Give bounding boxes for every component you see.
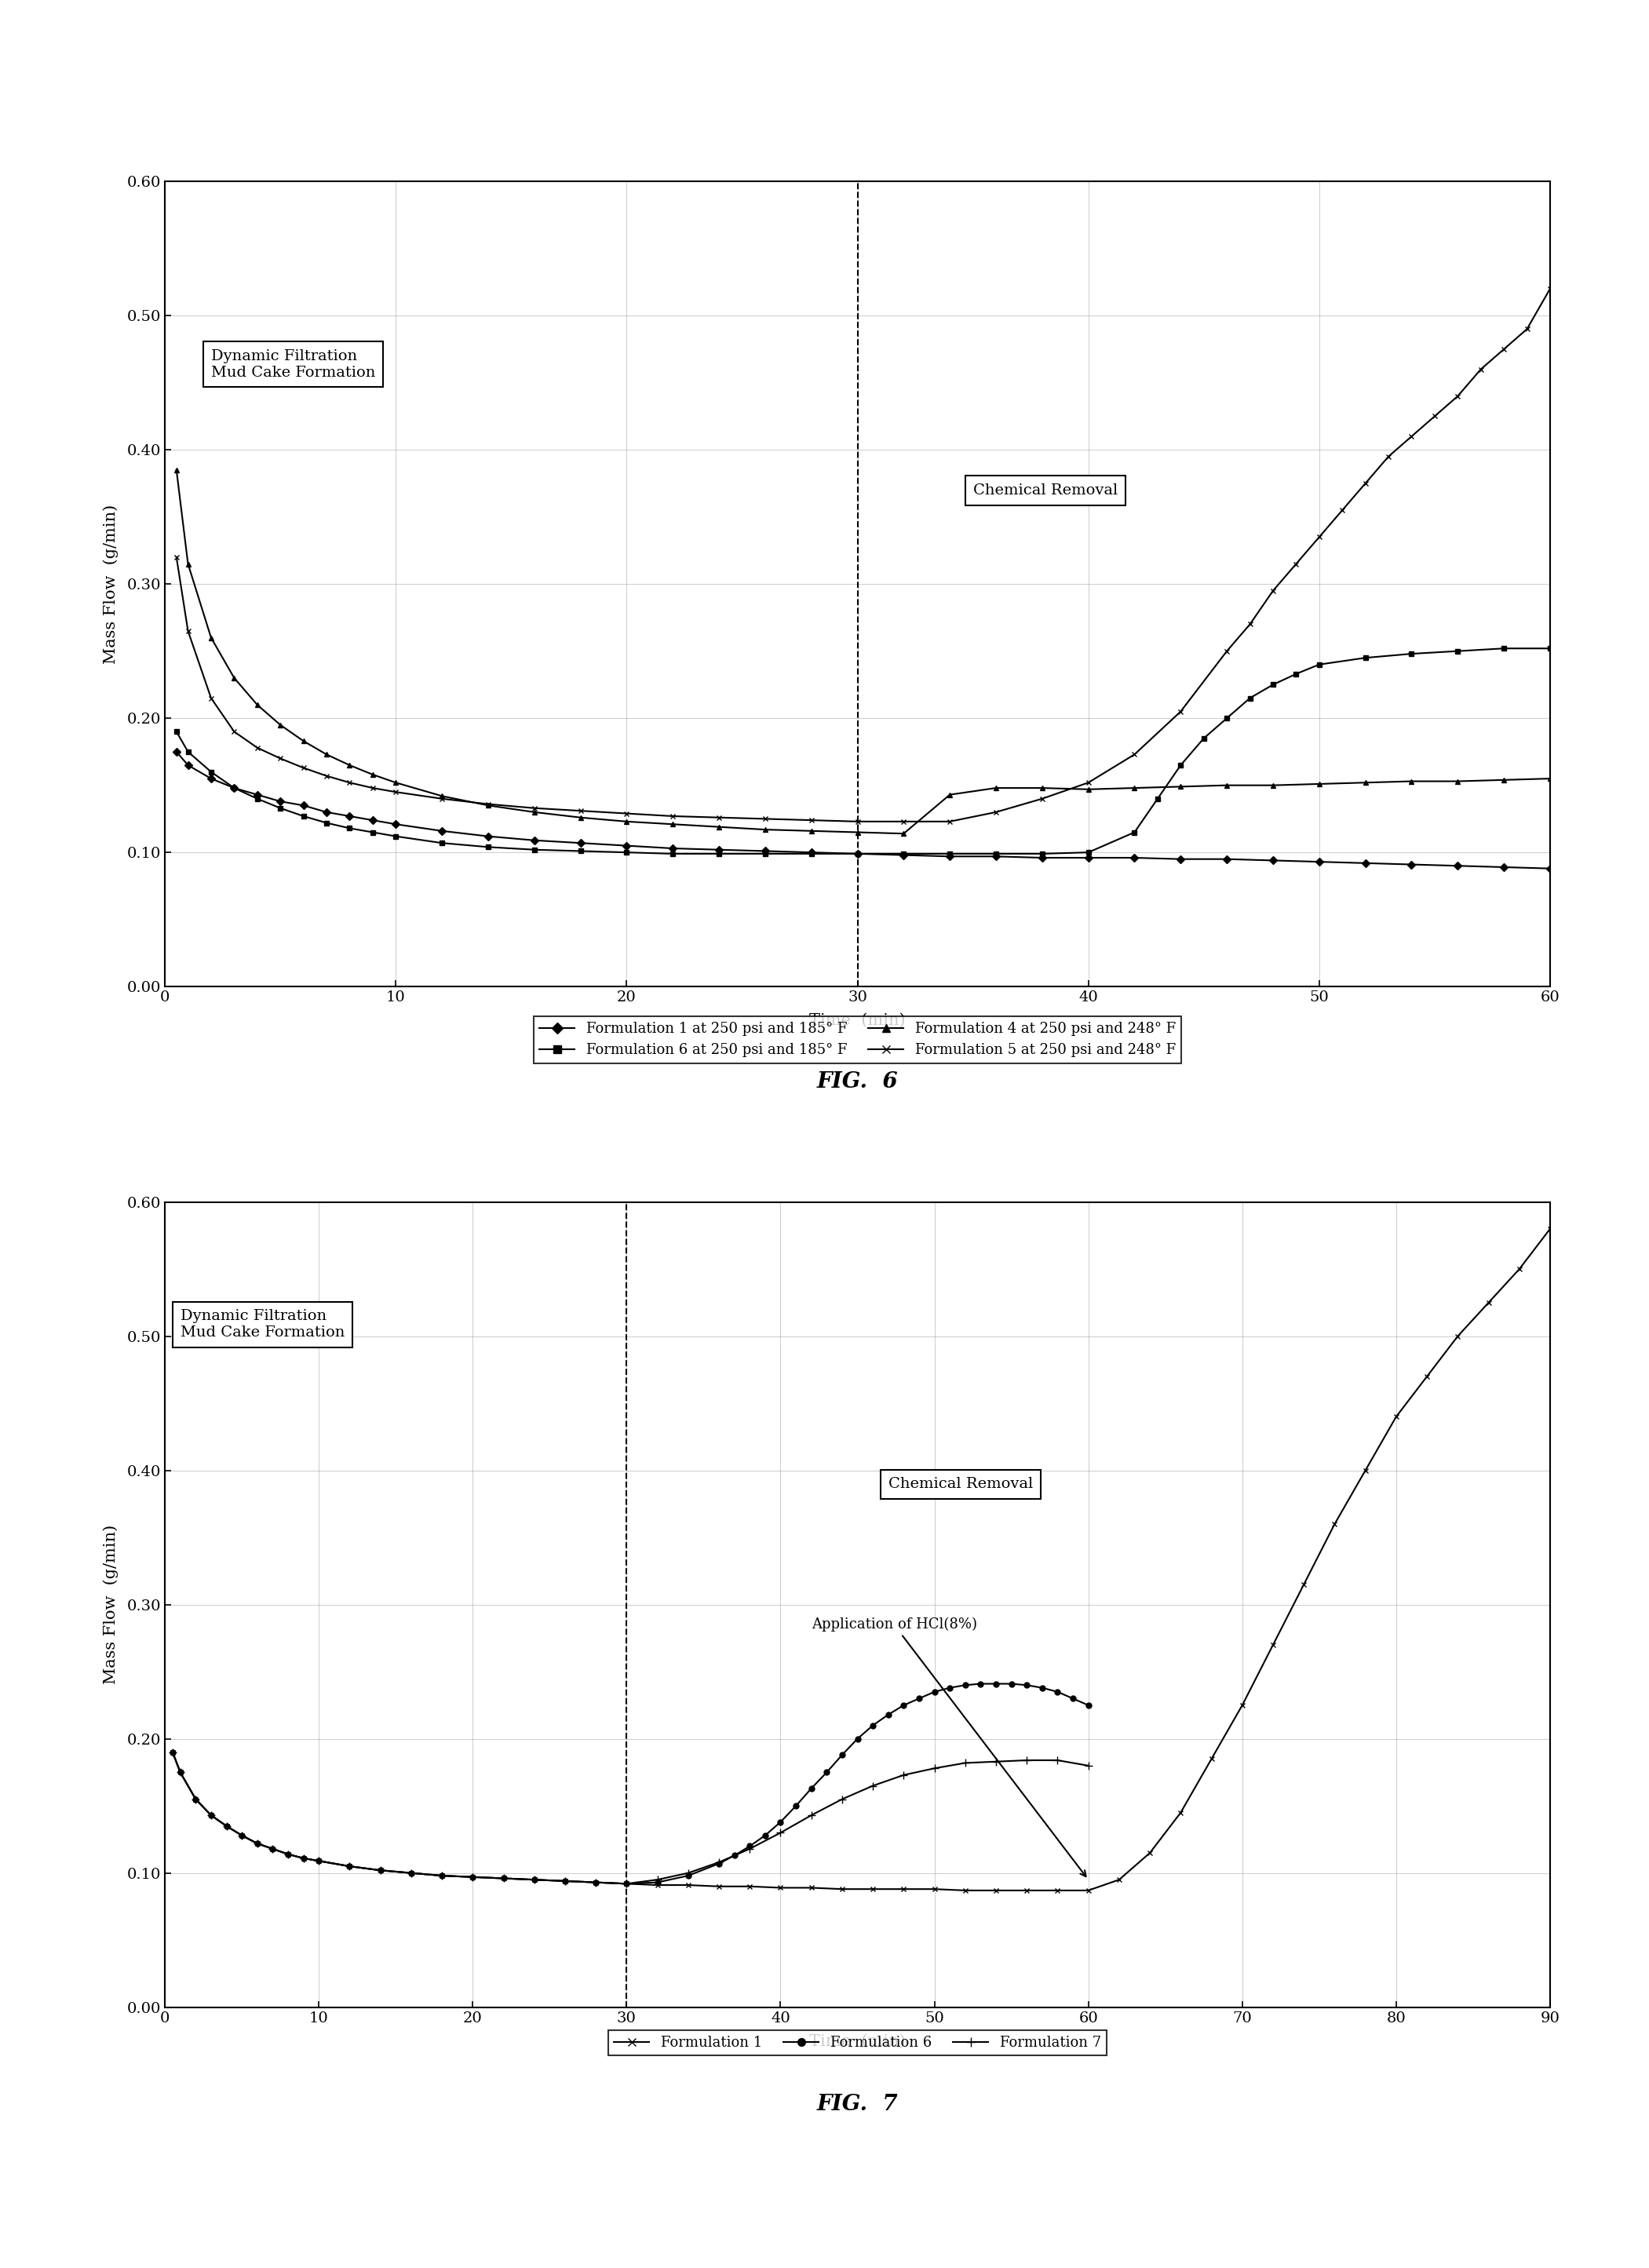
Legend: Formulation 1, Formulation 6, Formulation 7: Formulation 1, Formulation 6, Formulatio… <box>608 2030 1106 2055</box>
Text: Dynamic Filtration
Mud Cake Formation: Dynamic Filtration Mud Cake Formation <box>211 349 376 379</box>
Text: Dynamic Filtration
Mud Cake Formation: Dynamic Filtration Mud Cake Formation <box>180 1309 345 1340</box>
Text: FIG.  7: FIG. 7 <box>816 2093 899 2116</box>
X-axis label: Time  (min): Time (min) <box>810 2034 905 2048</box>
Text: Chemical Removal: Chemical Removal <box>889 1476 1032 1492</box>
Text: Chemical Removal: Chemical Removal <box>973 483 1118 497</box>
Text: FIG.  6: FIG. 6 <box>816 1070 899 1093</box>
Text: Application of HCl(8%): Application of HCl(8%) <box>811 1617 1087 1876</box>
Y-axis label: Mass Flow  (g/min): Mass Flow (g/min) <box>102 1524 119 1685</box>
Y-axis label: Mass Flow  (g/min): Mass Flow (g/min) <box>102 503 119 665</box>
X-axis label: Time  (min): Time (min) <box>810 1014 905 1027</box>
Legend: Formulation 1 at 250 psi and 185° F, Formulation 6 at 250 psi and 185° F, Formul: Formulation 1 at 250 psi and 185° F, For… <box>534 1016 1181 1064</box>
